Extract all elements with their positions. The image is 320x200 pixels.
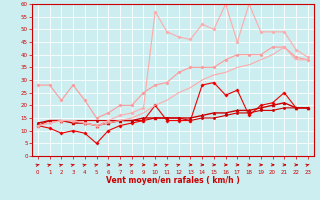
X-axis label: Vent moyen/en rafales ( km/h ): Vent moyen/en rafales ( km/h ) xyxy=(106,176,240,185)
